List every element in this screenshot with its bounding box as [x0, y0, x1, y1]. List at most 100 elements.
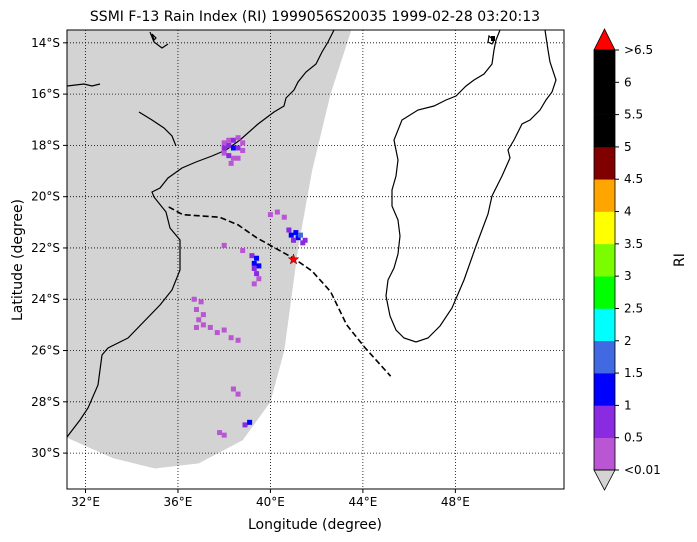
colorbar-tick-label: 2: [624, 334, 632, 348]
colorbar-tick-label: >6.5: [624, 43, 653, 57]
y-tick-label: 16°S: [31, 87, 60, 101]
rain-index-points: [191, 135, 308, 438]
rain-point: [286, 227, 292, 233]
y-tick-label: 14°S: [31, 36, 60, 50]
rain-point: [254, 271, 260, 277]
rain-point: [274, 209, 280, 215]
rain-point: [302, 237, 308, 243]
colorbar-segment: [594, 211, 615, 245]
colorbar-tick-label: 5.5: [624, 108, 643, 122]
europa-island: [491, 36, 495, 41]
colorbar-over-triangle: [593, 28, 616, 51]
rain-point: [240, 148, 246, 154]
rain-point: [221, 145, 227, 151]
rain-point: [281, 214, 287, 220]
rain-point: [295, 235, 301, 241]
x-axis-label: Longitude (degree): [248, 517, 382, 533]
colorbar-segment: [594, 437, 615, 471]
colorbar-under-triangle: [593, 469, 616, 491]
rain-point: [251, 265, 257, 271]
rain-point: [251, 281, 257, 287]
colorbar-tick-label: 4: [624, 205, 632, 219]
map-plot-area: [67, 30, 564, 489]
map-title: SSMI F-13 Rain Index (RI) 1999056S20035 …: [90, 9, 540, 25]
colorbar-segment: [594, 114, 615, 148]
colorbar: <0.01 0.5 1 1.5 2 2.5 3 3.5 4 4.5 5 5.5 6 >6.5: [593, 28, 661, 491]
rain-point: [200, 312, 206, 318]
northern-coast-fragment: [67, 83, 101, 87]
colorbar-tick-label: 0.5: [624, 431, 643, 445]
colorbar-frame: [593, 49, 616, 471]
rain-point: [293, 230, 299, 236]
colorbar-segment: [594, 50, 615, 83]
reunion-island: [151, 33, 157, 42]
colorbar-segment: [594, 308, 615, 342]
rain-point: [226, 142, 232, 148]
rain-point: [247, 419, 253, 425]
colorbar-segment: [594, 179, 615, 212]
rain-point: [221, 242, 227, 248]
colorbar-tick-label: 6: [624, 75, 632, 89]
rain-point: [256, 276, 262, 282]
x-tick-label: 36°E: [164, 495, 193, 509]
madagascar-coastline: [385, 30, 557, 343]
y-tick-label: 30°S: [31, 446, 60, 460]
rain-point: [235, 135, 241, 141]
rain-point: [235, 155, 241, 161]
rain-point: [191, 296, 197, 302]
lake-malawi: [138, 111, 177, 147]
rain-point: [230, 386, 236, 392]
colorbar-segment: [594, 82, 615, 115]
colorbar-segment: [594, 146, 615, 180]
x-tick-label: 40°E: [256, 495, 285, 509]
rain-point: [240, 248, 246, 254]
colorbar-tick-label: 2.5: [624, 301, 643, 315]
colorbar-tick-label: 1.5: [624, 366, 643, 380]
y-tick-label: 22°S: [31, 241, 60, 255]
rain-point: [198, 299, 204, 305]
y-tick-label: 26°S: [31, 344, 60, 358]
rain-point: [249, 253, 255, 259]
rain-point: [288, 232, 294, 238]
longitude-ticks: 32°E 36°E 40°E 44°E 48°E: [71, 489, 470, 509]
colorbar-segment: [594, 243, 615, 277]
rain-point: [254, 255, 260, 261]
rain-point: [207, 324, 213, 330]
rain-point: [193, 307, 199, 313]
rain-point: [235, 145, 241, 151]
storm-center-star: [287, 253, 300, 265]
y-tick-label: 18°S: [31, 138, 60, 152]
y-tick-label: 28°S: [31, 395, 60, 409]
y-tick-label: 20°S: [31, 190, 60, 204]
x-tick-label: 32°E: [71, 495, 100, 509]
rain-point: [300, 240, 306, 246]
rain-point: [240, 140, 246, 146]
colorbar-tick-label: 5: [624, 140, 632, 154]
rain-point: [297, 232, 303, 238]
colorbar-tick-label: 3.5: [624, 237, 643, 251]
rain-point: [214, 330, 220, 336]
rain-point: [226, 137, 232, 143]
y-tick-label: 24°S: [31, 292, 60, 306]
rain-point: [230, 137, 236, 143]
rain-point: [235, 337, 241, 343]
rain-point: [221, 432, 227, 438]
colorbar-label: RI: [672, 253, 688, 267]
rain-point: [235, 391, 241, 397]
rain-point: [193, 324, 199, 330]
x-tick-label: 44°E: [348, 495, 377, 509]
colorbar-segment: [594, 276, 615, 309]
colorbar-segment: [594, 405, 615, 438]
rain-point: [221, 140, 227, 146]
rain-point: [230, 145, 236, 151]
colorbar-tick-label: 1: [624, 398, 632, 412]
rain-point: [221, 327, 227, 333]
ssmi-swath-coverage: [67, 30, 352, 469]
rain-point: [200, 322, 206, 328]
colorbar-segment: [594, 373, 615, 406]
rain-point: [267, 212, 273, 218]
colorbar-segment: [594, 340, 615, 374]
graticule-gridlines: [67, 30, 564, 489]
map-frame: [66, 29, 565, 490]
